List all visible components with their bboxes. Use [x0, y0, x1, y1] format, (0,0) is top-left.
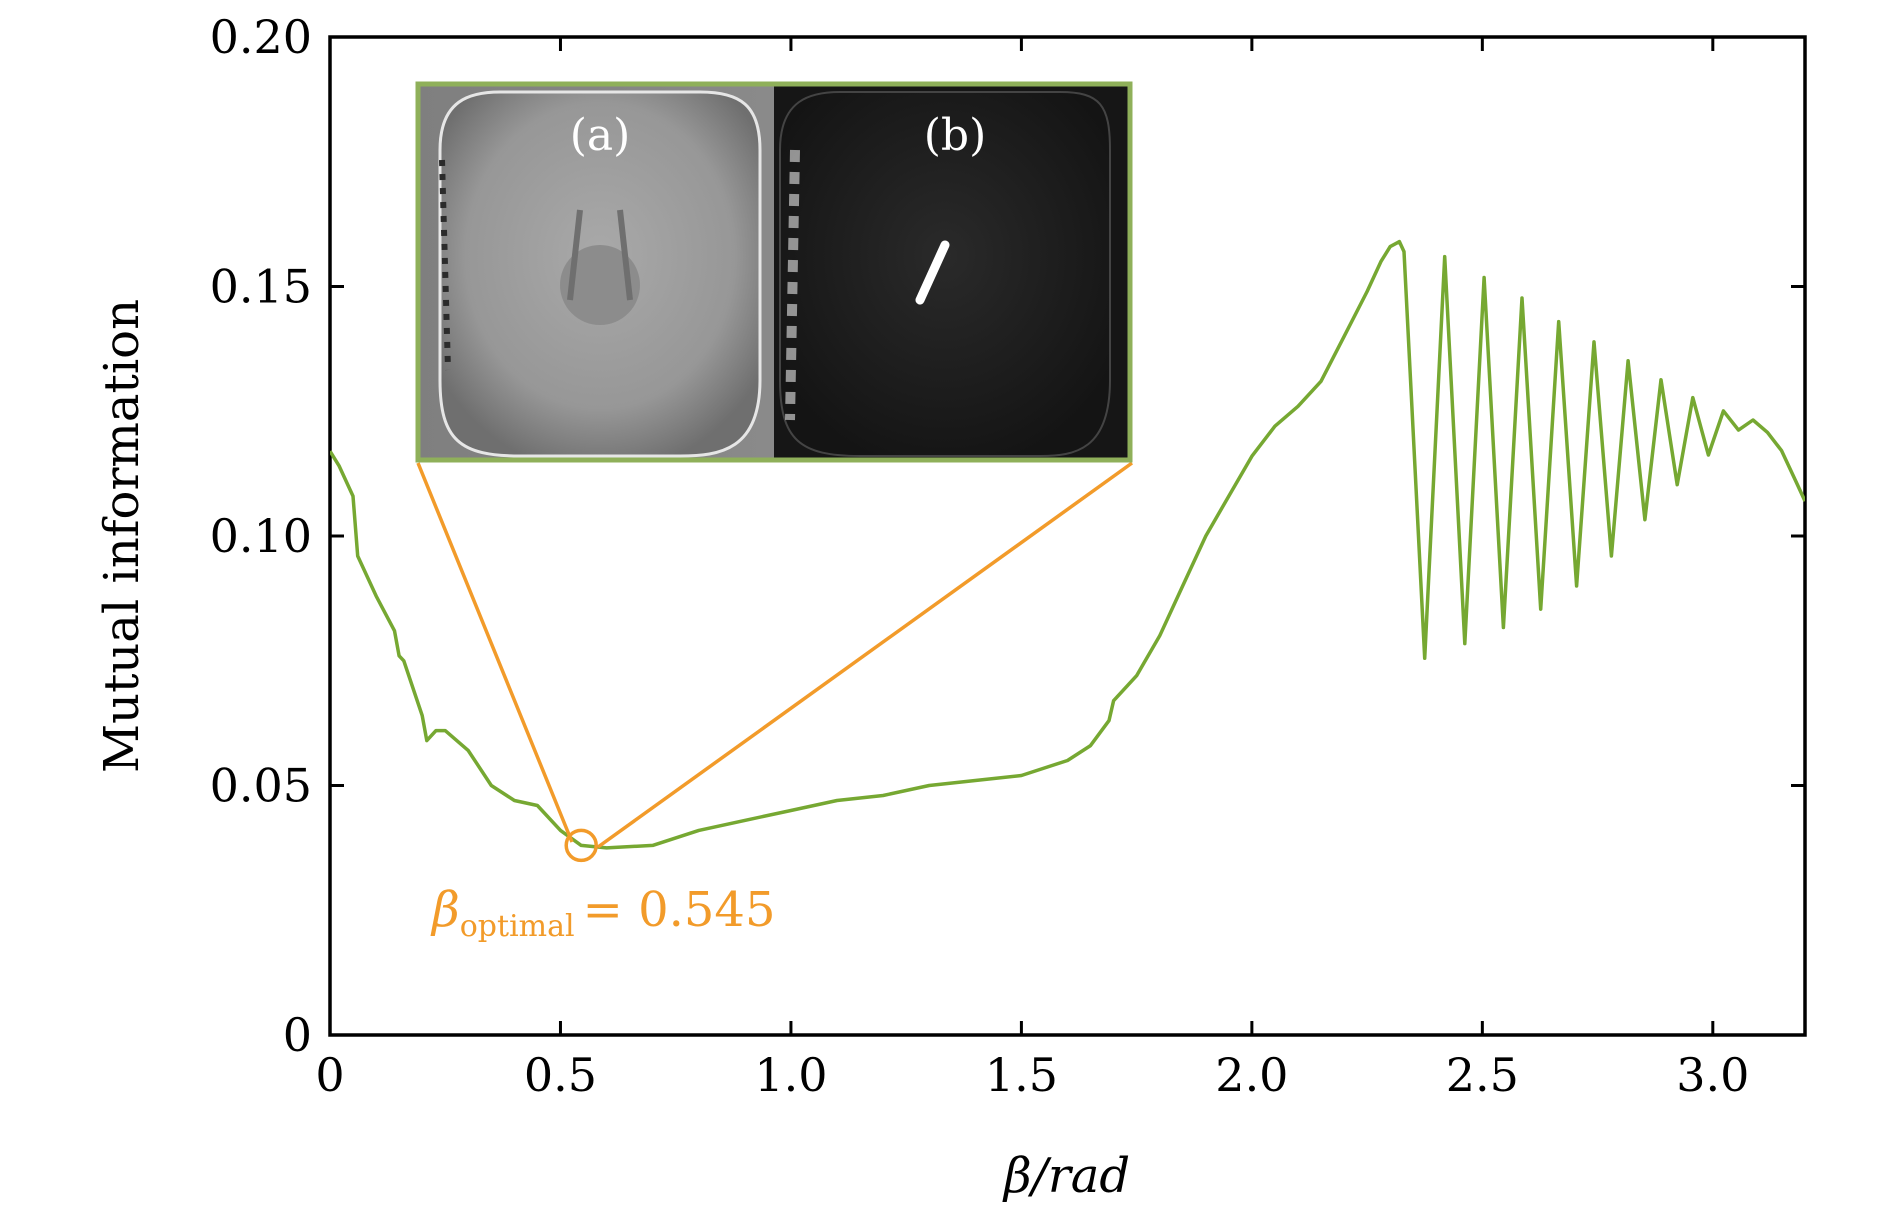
inset: (a) (b) [415, 81, 1133, 463]
annotation-value: = 0.545 [583, 882, 776, 938]
y-axis-title: Mutual information [94, 299, 150, 773]
x-axis-title: β/rad [1002, 1148, 1130, 1204]
x-tick-label: 1.5 [985, 1048, 1058, 1102]
inset-panel-b: (b) [774, 84, 1130, 460]
face-nose-highlight-b [915, 240, 950, 305]
annotation-subscript: optimal [460, 909, 575, 944]
y-tick-label: 0.20 [210, 10, 312, 64]
y-tick-label: 0.05 [210, 759, 312, 813]
y-tick-label: 0.10 [210, 509, 312, 563]
y-tick-label: 0 [283, 1008, 312, 1062]
axis-tick-labels: 0 0.5 1.0 1.5 2.0 2.5 3.0 0 0.05 0.10 0.15 0.20 [210, 10, 1750, 1102]
axis-ticks [328, 35, 1805, 1037]
y-tick-label: 0.15 [210, 260, 312, 314]
optimal-annotation: βoptimal = 0.545 [430, 882, 775, 944]
annotation-symbol: β [430, 882, 460, 938]
x-tick-label: 1.0 [754, 1048, 827, 1102]
x-tick-label: 0 [315, 1048, 344, 1102]
inset-connector-left [416, 462, 574, 843]
face-nose-ridge-a [567, 209, 633, 301]
x-tick-label: 2.5 [1446, 1048, 1519, 1102]
optimal-point-marker [564, 828, 598, 863]
face-nose-a [560, 245, 640, 325]
inset-label-b: (b) [924, 110, 987, 161]
x-tick-label: 2.0 [1215, 1048, 1288, 1102]
series-line-mutual-information [330, 239, 1805, 850]
x-tick-label: 3.0 [1676, 1048, 1749, 1102]
face-shape-b [779, 91, 1111, 457]
x-tick-label: 0.5 [524, 1048, 597, 1102]
x-axis-symbol: β/rad [1002, 1148, 1130, 1204]
inset-connector-right [596, 461, 1134, 849]
inset-panel-a: (a) [418, 84, 774, 460]
face-highlight-b [785, 149, 800, 421]
inset-label-a: (a) [570, 110, 631, 161]
inset-border [415, 81, 1133, 463]
